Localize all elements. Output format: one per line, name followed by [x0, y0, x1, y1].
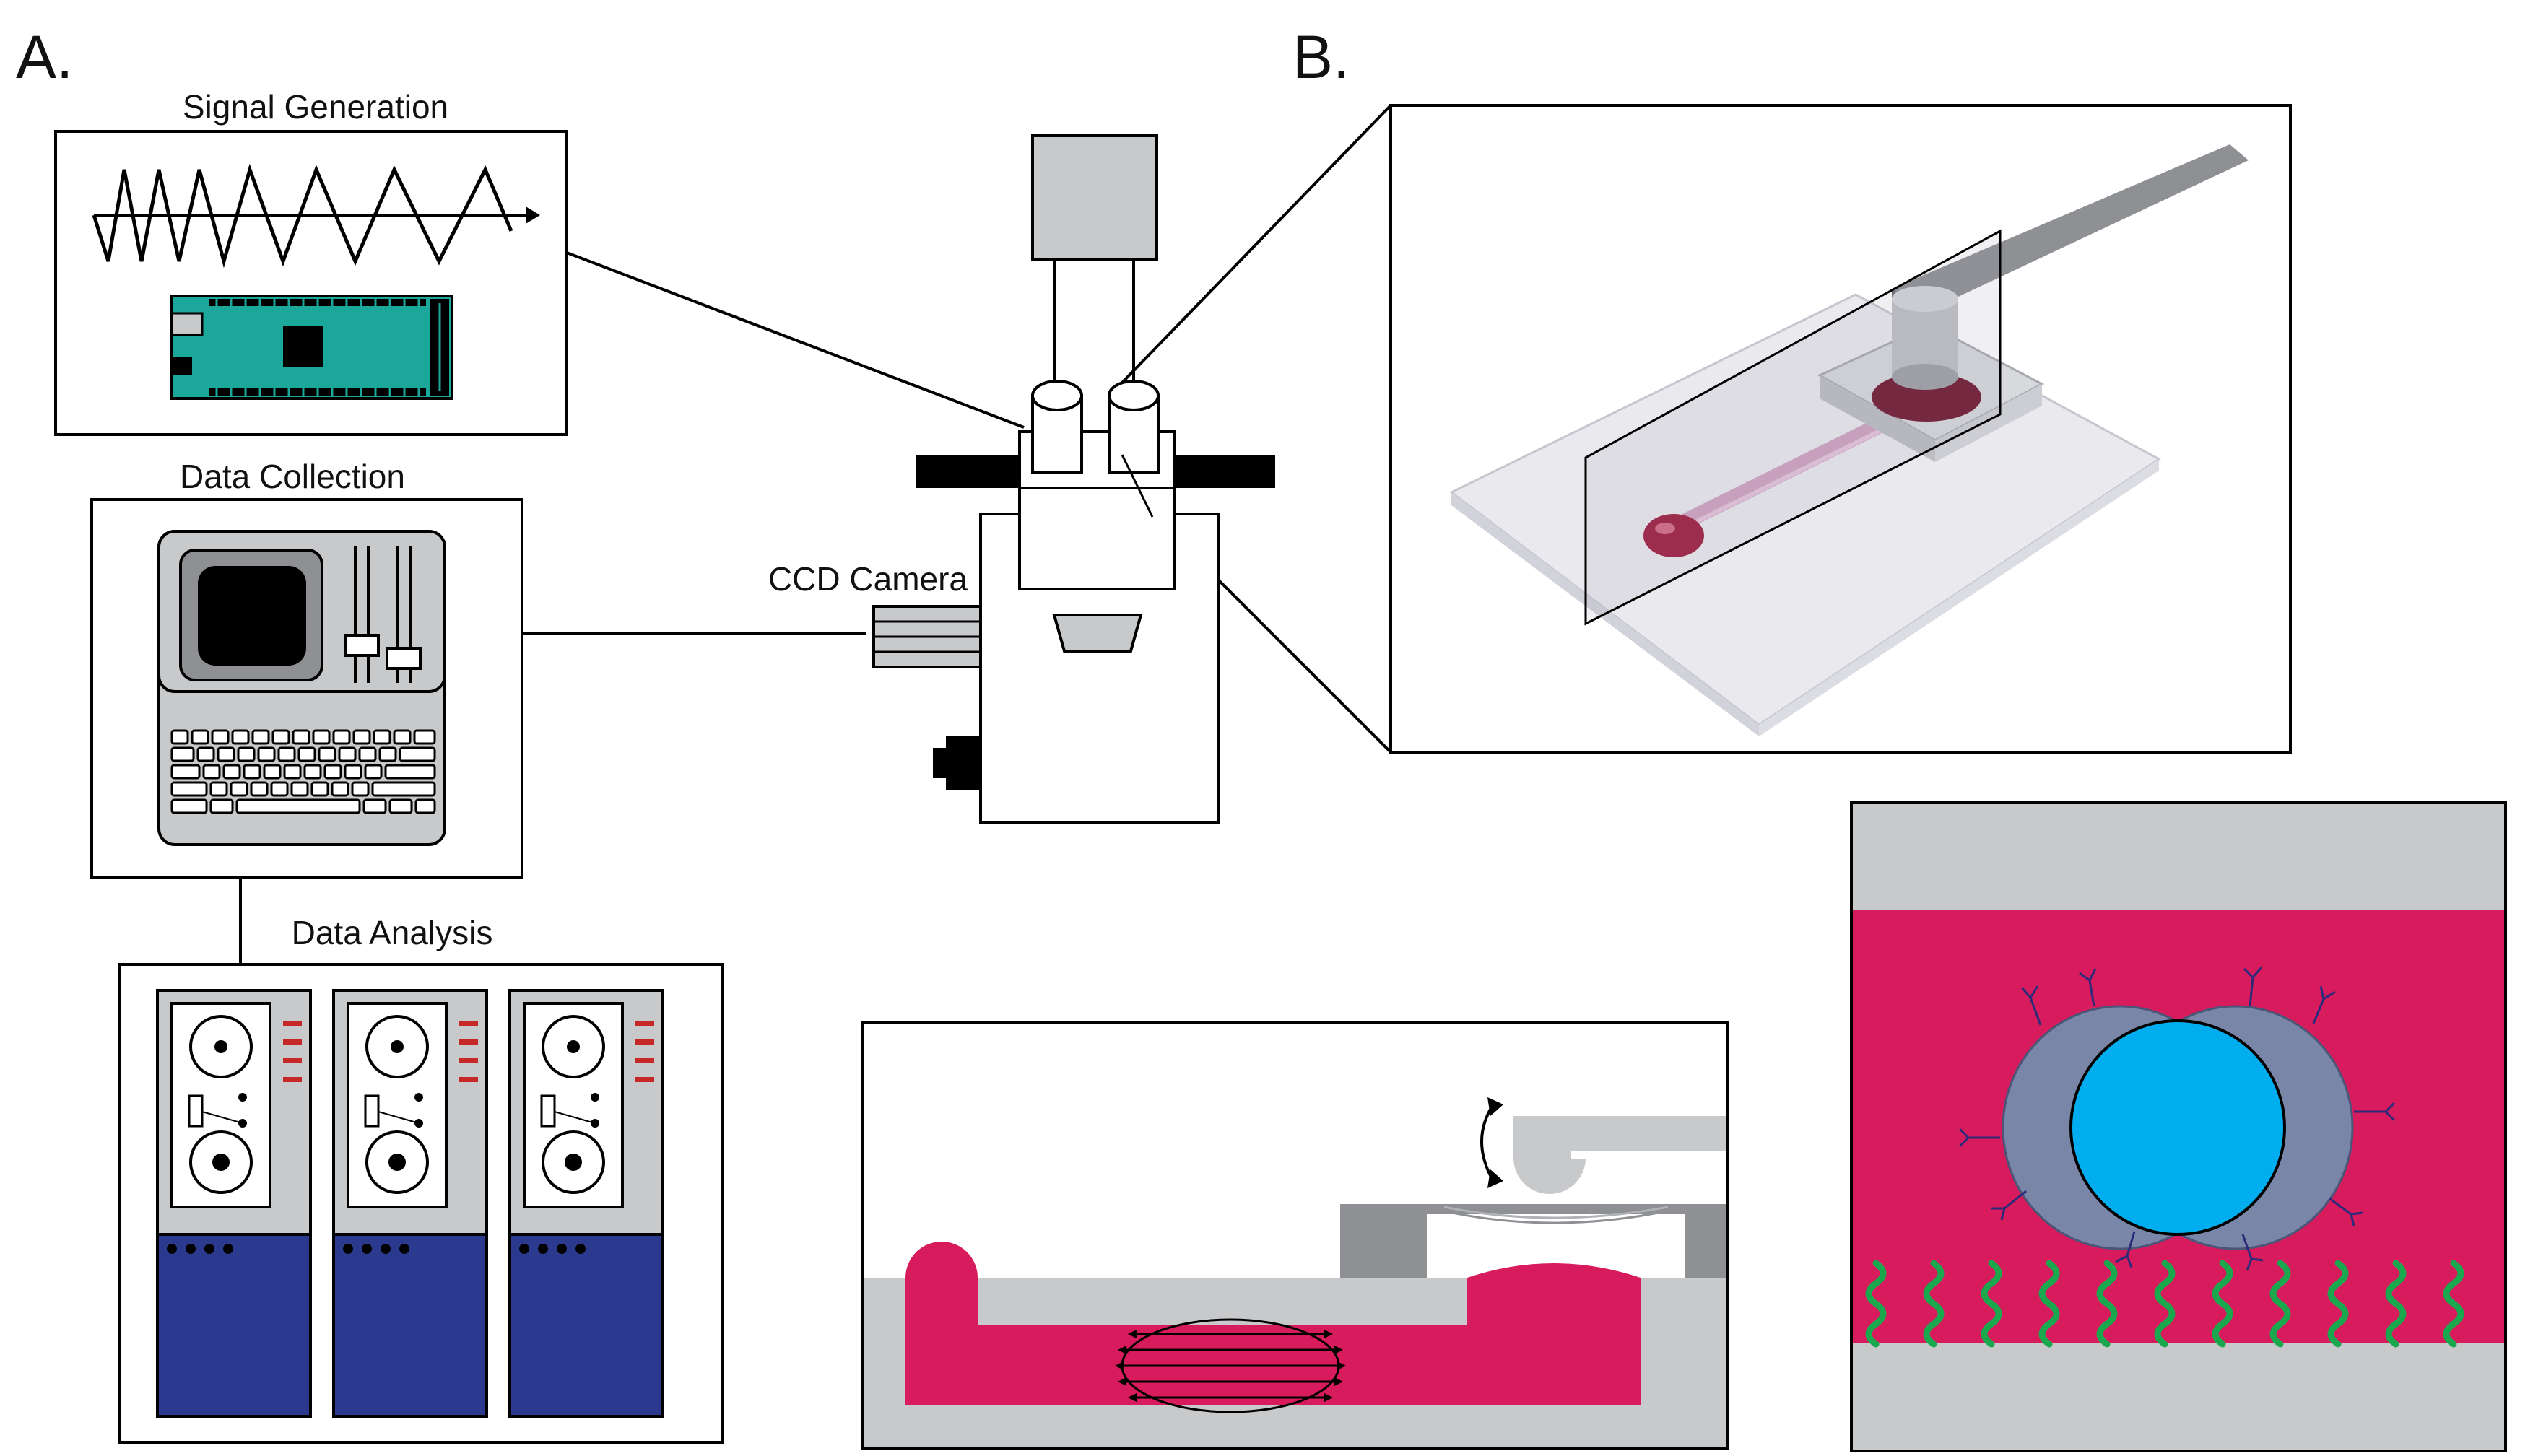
- tape-recorder-units: [156, 989, 664, 1418]
- flow-arrows: [1121, 1318, 1340, 1413]
- rotation-arrow-icon: [1480, 1103, 1495, 1182]
- ccd-camera-icon: [872, 605, 982, 668]
- data-analysis-title: Data Analysis: [292, 914, 493, 951]
- bead-icon: [2069, 1019, 2286, 1236]
- computer-terminal-icon: [157, 530, 446, 846]
- chip-render-panel: [1389, 104, 2292, 754]
- data-collection-title: Data Collection: [180, 458, 405, 495]
- data-collection-box: Data Collection: [90, 458, 523, 879]
- ccd-camera-label: CCD Camera: [768, 560, 968, 598]
- panel-label-a: A.: [16, 23, 73, 91]
- tape-recorder-icon: [156, 989, 312, 1418]
- signal-generation-box: Signal Generation: [54, 88, 568, 436]
- fluid-channel: [905, 1242, 1641, 1405]
- data-analysis-box: Data Analysis: [118, 914, 724, 1444]
- waveform-icon: [92, 163, 540, 269]
- antibody-markers: [1958, 967, 2396, 1271]
- microcontroller-board-icon: [170, 295, 453, 400]
- connector-lines: [239, 104, 1392, 964]
- signal-generation-title: Signal Generation: [183, 88, 448, 126]
- cantilever-beam: [1892, 144, 2249, 309]
- panel-label-b: B.: [1292, 23, 1350, 91]
- cell-adhesion-schematic: [1850, 801, 2507, 1452]
- tether-springs: [1865, 1260, 2464, 1348]
- tape-recorder-icon: [332, 989, 488, 1418]
- microscope-illustration: CCD Camera: [768, 134, 1275, 824]
- tape-recorder-icon: [508, 989, 664, 1418]
- cross-section-plane: [1584, 229, 2002, 626]
- side-view-schematic: [861, 1021, 1729, 1450]
